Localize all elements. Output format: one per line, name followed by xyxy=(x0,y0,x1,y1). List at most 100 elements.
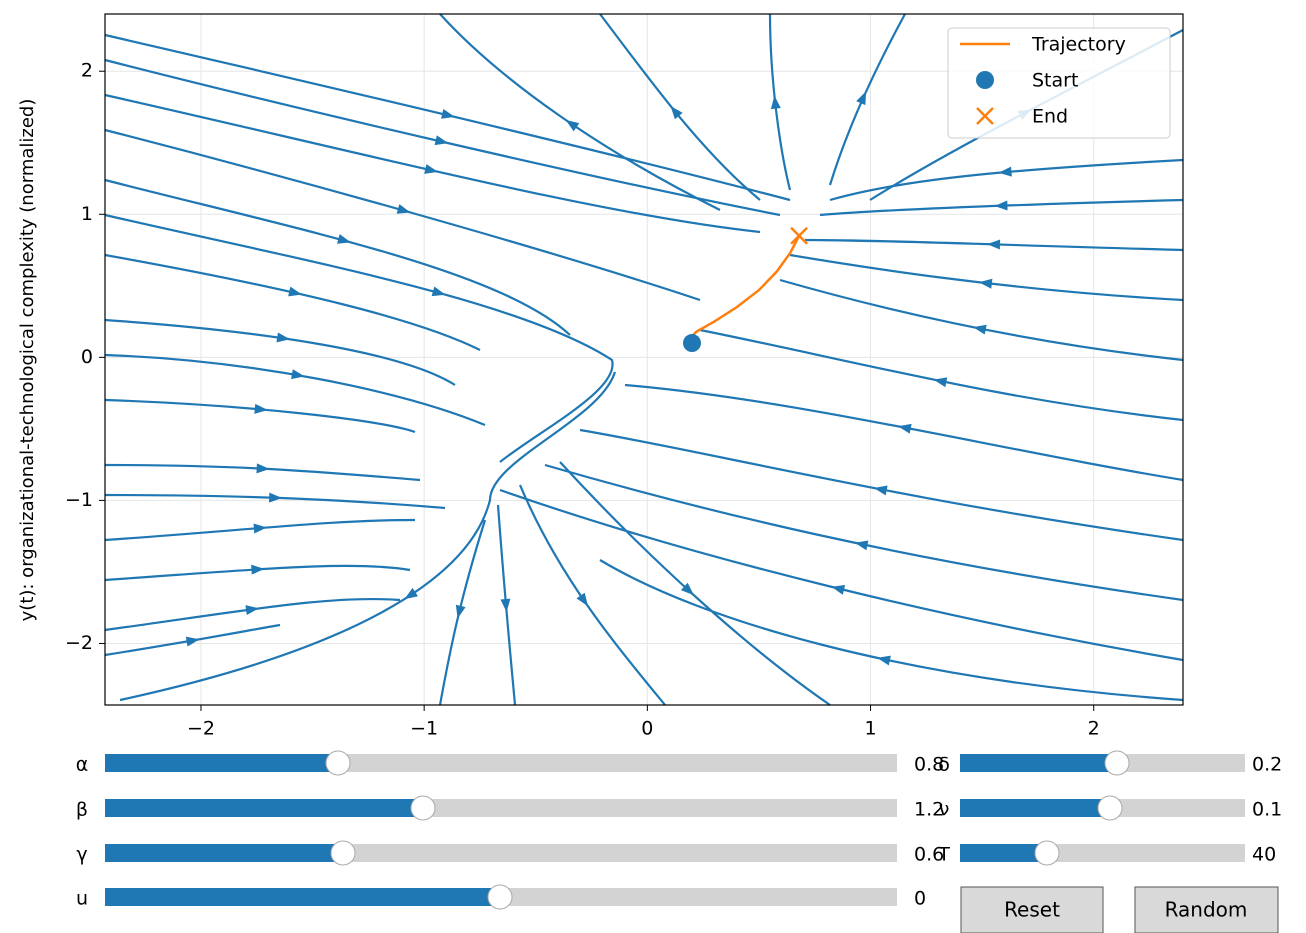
stream-arrow xyxy=(268,492,283,503)
slider-fill xyxy=(105,844,343,862)
legend-swatch xyxy=(976,107,994,125)
streamline xyxy=(779,278,1184,362)
stream-arrow xyxy=(670,106,683,120)
button-label: Reset xyxy=(1004,898,1060,922)
stream-arrow xyxy=(251,564,265,575)
trajectory xyxy=(688,235,801,340)
stream-arrow xyxy=(576,592,588,607)
legend-swatch xyxy=(976,71,994,89)
streamline xyxy=(559,461,831,706)
stream-arrow xyxy=(897,423,912,434)
slider-value: 0.2 xyxy=(1252,754,1282,776)
slider[interactable]: T 40 xyxy=(937,840,1276,866)
streamline xyxy=(518,484,666,706)
stream-arrow xyxy=(978,278,993,289)
slider-handle[interactable] xyxy=(410,795,436,821)
stream-arrow xyxy=(972,324,987,335)
slider-value: 0.1 xyxy=(1252,799,1282,821)
stream-arrow xyxy=(455,604,466,619)
streamline xyxy=(104,253,481,351)
slider[interactable]: β 1.2 xyxy=(76,795,944,821)
button-face[interactable] xyxy=(1134,886,1279,933)
slider-handle[interactable] xyxy=(325,750,351,776)
streamline xyxy=(624,383,1184,482)
slider-handle[interactable] xyxy=(1097,795,1123,821)
y-tick-label: 1 xyxy=(81,203,93,225)
slider[interactable]: δ 0.2 xyxy=(938,750,1282,776)
slider[interactable]: ν 0.1 xyxy=(939,795,1283,821)
y-tick-label: 2 xyxy=(81,60,93,82)
streamline xyxy=(104,623,281,657)
stream-arrow xyxy=(431,286,446,297)
stream-arrow xyxy=(998,166,1012,177)
streamline xyxy=(828,13,906,186)
slider[interactable]: α 0.8 xyxy=(76,750,944,776)
slider-value: 0.6 xyxy=(914,844,944,866)
streamline xyxy=(804,238,1184,252)
streamline xyxy=(104,58,781,217)
stream-arrow xyxy=(291,369,305,380)
streamline xyxy=(104,213,614,463)
legend: Trajectory Start End xyxy=(947,27,1171,139)
slider-value: 1.2 xyxy=(914,799,944,821)
stream-arrow xyxy=(565,119,580,132)
stream-arrow xyxy=(441,109,455,119)
streamline xyxy=(439,13,721,211)
slider-value: 0.8 xyxy=(914,754,944,776)
stream-arrow xyxy=(873,485,888,496)
slider-handle[interactable] xyxy=(1034,840,1060,866)
streamline xyxy=(829,158,1184,202)
slider[interactable]: u 0 xyxy=(76,884,926,910)
streamline xyxy=(579,428,1184,542)
stream-arrow xyxy=(856,91,867,106)
streamlines xyxy=(104,13,1184,706)
slider-fill xyxy=(960,844,1047,862)
slider-handle[interactable] xyxy=(487,884,513,910)
legend-label: End xyxy=(1032,106,1068,128)
stream-arrow xyxy=(288,286,302,297)
y-tick-label: −2 xyxy=(65,632,93,654)
streamline xyxy=(104,597,401,632)
stream-arrow xyxy=(994,200,1008,211)
x-tick-label: −2 xyxy=(187,718,215,740)
y-axis-label: y(t): organizational-technological compl… xyxy=(17,99,38,622)
streamline xyxy=(104,93,761,234)
y-tick-label: −1 xyxy=(65,489,93,511)
streamline xyxy=(104,398,416,434)
slider-label: δ xyxy=(938,754,950,776)
stream-arrow xyxy=(253,523,267,534)
stream-arrow xyxy=(404,587,418,600)
streamline xyxy=(104,178,571,336)
slider-panel: α 0.8 β 1.2 γ 0.6 u 0 δ xyxy=(76,750,1283,933)
slider-handle[interactable] xyxy=(1104,750,1130,776)
streamline xyxy=(438,519,487,706)
button-face[interactable] xyxy=(960,886,1104,933)
streamline xyxy=(768,13,792,191)
axes-frame xyxy=(104,13,1184,706)
x-tick-label: −1 xyxy=(410,718,438,740)
slider-fill xyxy=(960,799,1110,817)
slider-label: u xyxy=(76,888,88,910)
slider-handle[interactable] xyxy=(330,840,356,866)
button[interactable]: Random xyxy=(1134,886,1279,933)
slider-value: 40 xyxy=(1252,844,1276,866)
streamline xyxy=(599,559,1184,702)
slider-label: T xyxy=(937,844,950,866)
streamline xyxy=(499,488,1184,662)
x-tick-label: 2 xyxy=(1088,718,1100,740)
streamline xyxy=(104,353,486,427)
streamline xyxy=(119,371,617,702)
stream-arrow xyxy=(933,377,948,388)
x-tick-label: 1 xyxy=(864,718,876,740)
slider[interactable]: γ 0.6 xyxy=(76,840,944,866)
legend-label: Trajectory xyxy=(1031,34,1126,56)
stream-arrow xyxy=(434,135,449,146)
streamline xyxy=(104,493,446,510)
streamline xyxy=(819,198,1184,217)
stream-arrow xyxy=(396,204,411,214)
stream-arrow xyxy=(254,403,268,414)
stream-arrow xyxy=(185,636,200,647)
button[interactable]: Reset xyxy=(960,886,1104,933)
